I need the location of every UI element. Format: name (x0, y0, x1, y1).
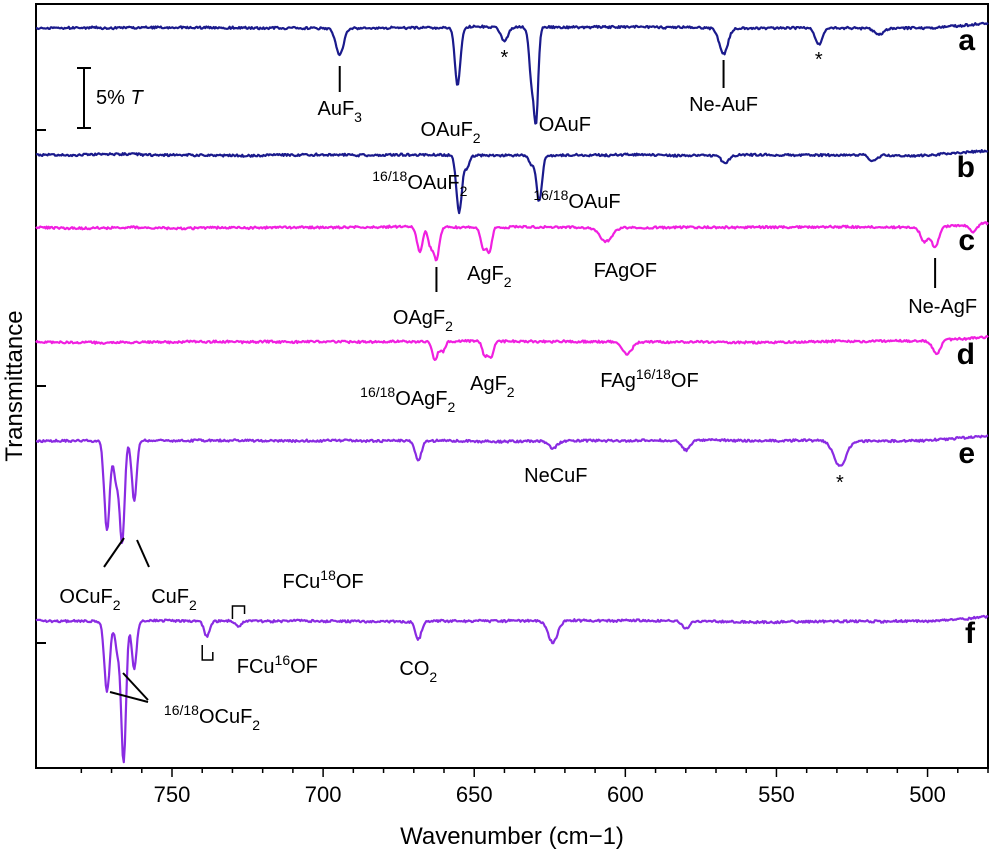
band-label: AuF3 (317, 98, 362, 125)
y-axis-title: Transmittance (1, 310, 28, 461)
panel-letter: a (958, 24, 975, 57)
x-tick-label: 650 (456, 782, 493, 807)
spectrum-line-d (35, 335, 989, 361)
panel-letter: e (958, 437, 975, 470)
band-annotations: * * * AuF3 OAuF2 OAuF Ne-AuF 16/18OAuF2 16/18OAu… (59, 47, 977, 733)
x-tick-label: 500 (909, 782, 946, 807)
band-label: OAgF2 (393, 307, 453, 334)
spectrum-line-b (35, 149, 989, 215)
spectra-series: a b c d e f (35, 21, 989, 764)
x-tick-label: 600 (607, 782, 644, 807)
band-label: 16/18OAuF (533, 187, 620, 213)
asterisk-marker: * (836, 472, 844, 494)
band-label: Ne-AgF (908, 296, 977, 318)
band-label: 16/18OCuF2 (164, 702, 260, 733)
band-label: 16/18OAuF2 (372, 168, 467, 199)
x-tick-label: 550 (758, 782, 795, 807)
panel-letter: f (965, 617, 976, 650)
leader-line (109, 691, 149, 703)
spectrum-e: e (35, 434, 989, 545)
band-label: FAgOF (594, 260, 657, 282)
x-tick-label: 750 (154, 782, 191, 807)
x-tick-label: 700 (305, 782, 342, 807)
x-axis-title: Wavenumber (cm−1) (400, 823, 624, 850)
band-label: FCu16OF (237, 652, 318, 678)
bracket (201, 645, 214, 661)
spectrum-line-c (35, 221, 989, 262)
band-label: CO2 (399, 658, 437, 685)
bracket (231, 605, 246, 619)
spectrum-line-a (35, 21, 989, 125)
spectrum-line-e (35, 434, 989, 545)
leader-line (122, 672, 149, 701)
spectrum-c: c (35, 221, 989, 262)
axes: 750 700 650 600 550 500 Wavenumber (cm−1) Trans… (1, 67, 989, 850)
spectrum-f: f (35, 614, 989, 764)
spectrum-d: d (35, 335, 989, 371)
panel-letter: b (957, 151, 975, 184)
band-label: AgF2 (470, 373, 515, 400)
spectrum-b: b (35, 149, 989, 215)
band-label: AgF2 (467, 263, 512, 290)
panel-letter: c (958, 224, 975, 257)
band-label: NeCuF (524, 465, 587, 487)
band-label: FCu18OF (282, 567, 363, 593)
asterisk-marker: * (501, 47, 509, 69)
scale-bar: 5% T (77, 67, 144, 129)
spectrum-a: a (35, 21, 989, 125)
band-label: Ne-AuF (689, 94, 758, 116)
spectrum-line-f (35, 614, 989, 764)
band-label: FAg16/18OF (600, 366, 698, 392)
leader-line (136, 539, 150, 568)
band-label: 16/18OAgF2 (360, 384, 455, 415)
leader-line (103, 537, 125, 568)
scale-bar-label: 5% T (96, 87, 144, 109)
band-label: CuF2 (151, 586, 197, 613)
band-label: OCuF2 (59, 586, 120, 613)
panel-letter: d (957, 338, 975, 371)
band-label: OAuF2 (421, 119, 481, 146)
asterisk-marker: * (815, 49, 823, 71)
band-label: OAuF (539, 114, 591, 136)
